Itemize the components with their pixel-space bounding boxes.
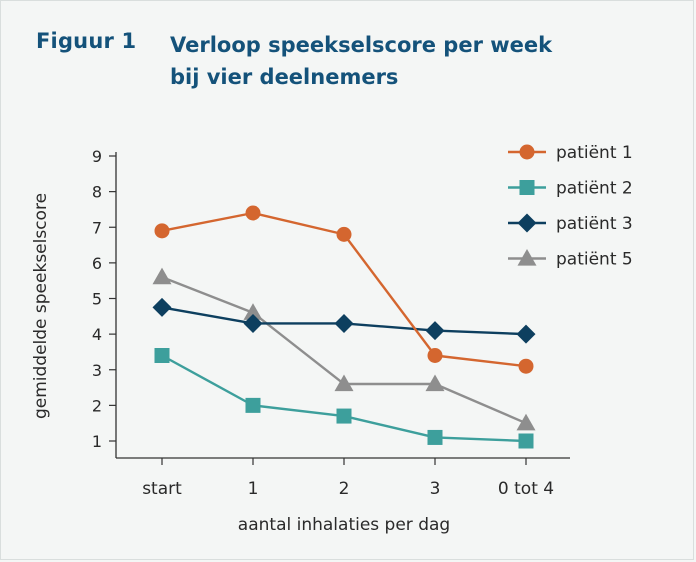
x-tick-label: 3: [430, 479, 441, 499]
y-tick-label: 3: [92, 361, 102, 380]
series-line-2: [161, 354, 527, 443]
data-point-square: [427, 429, 443, 445]
y-tick-labels: 1 2 3 4 5 6 7 8 9: [92, 147, 102, 451]
data-point-circle: [427, 348, 443, 363]
figure-label: Figuur 1: [36, 29, 137, 53]
y-tick-label: 7: [92, 218, 102, 237]
legend-diamond-icon: [517, 213, 537, 233]
x-tick-label: 0 tot 4: [498, 479, 554, 499]
chart-axes: [109, 152, 570, 465]
data-point-diamond: [152, 297, 172, 317]
data-point-diamond: [516, 324, 536, 344]
data-point-circle: [245, 205, 261, 221]
figure-title-line-1: Verloop speekselscore per week: [170, 33, 553, 57]
legend-square-icon: [519, 180, 535, 195]
data-point-square: [336, 408, 352, 424]
data-point-circle: [154, 223, 170, 239]
data-point-square: [154, 348, 170, 363]
y-axis-label: gemiddelde speekselscore: [31, 193, 51, 419]
legend-label: patiënt 2: [556, 179, 633, 199]
data-point-diamond: [334, 313, 354, 333]
y-tick-label: 1: [92, 432, 102, 451]
data-point-triangle: [425, 374, 445, 392]
x-tick-label: start: [142, 479, 182, 499]
legend-label: patiënt 3: [556, 214, 633, 234]
data-point-triangle: [152, 267, 172, 285]
y-tick-label: 2: [92, 396, 102, 415]
series-markers: [152, 205, 536, 449]
x-axis-label: aantal inhalaties per dag: [238, 515, 450, 535]
legend: patiënt 1 patiënt 2 patiënt 3 patiënt 5: [508, 143, 633, 270]
x-tick-labels: start 1 2 3 0 tot 4: [142, 479, 554, 499]
y-tick-label: 4: [92, 325, 102, 344]
legend-label: patiënt 1: [556, 143, 633, 163]
data-point-square: [518, 433, 534, 449]
data-point-triangle: [516, 413, 536, 431]
data-point-diamond: [425, 321, 445, 341]
data-point-circle: [336, 226, 352, 242]
data-point-triangle: [243, 303, 263, 320]
legend-circle-icon: [519, 144, 535, 160]
y-tick-label: 9: [92, 147, 102, 166]
data-point-diamond: [243, 313, 263, 333]
data-point-circle: [518, 358, 534, 374]
y-tick-label: 5: [92, 290, 102, 309]
figure-title: Verloop speekselscore per week bij vier …: [170, 29, 552, 93]
legend-triangle-icon: [517, 249, 537, 266]
series-line-4: [161, 276, 527, 425]
data-point-triangle: [334, 374, 354, 392]
y-tick-label: 6: [92, 254, 102, 273]
x-tick-label: 2: [339, 479, 350, 499]
y-tick-label: 8: [92, 183, 102, 202]
figure-title-line-2: bij vier deelnemers: [170, 65, 399, 89]
x-tick-label: 1: [248, 479, 259, 499]
legend-label: patiënt 5: [556, 250, 633, 270]
data-point-square: [245, 397, 261, 413]
